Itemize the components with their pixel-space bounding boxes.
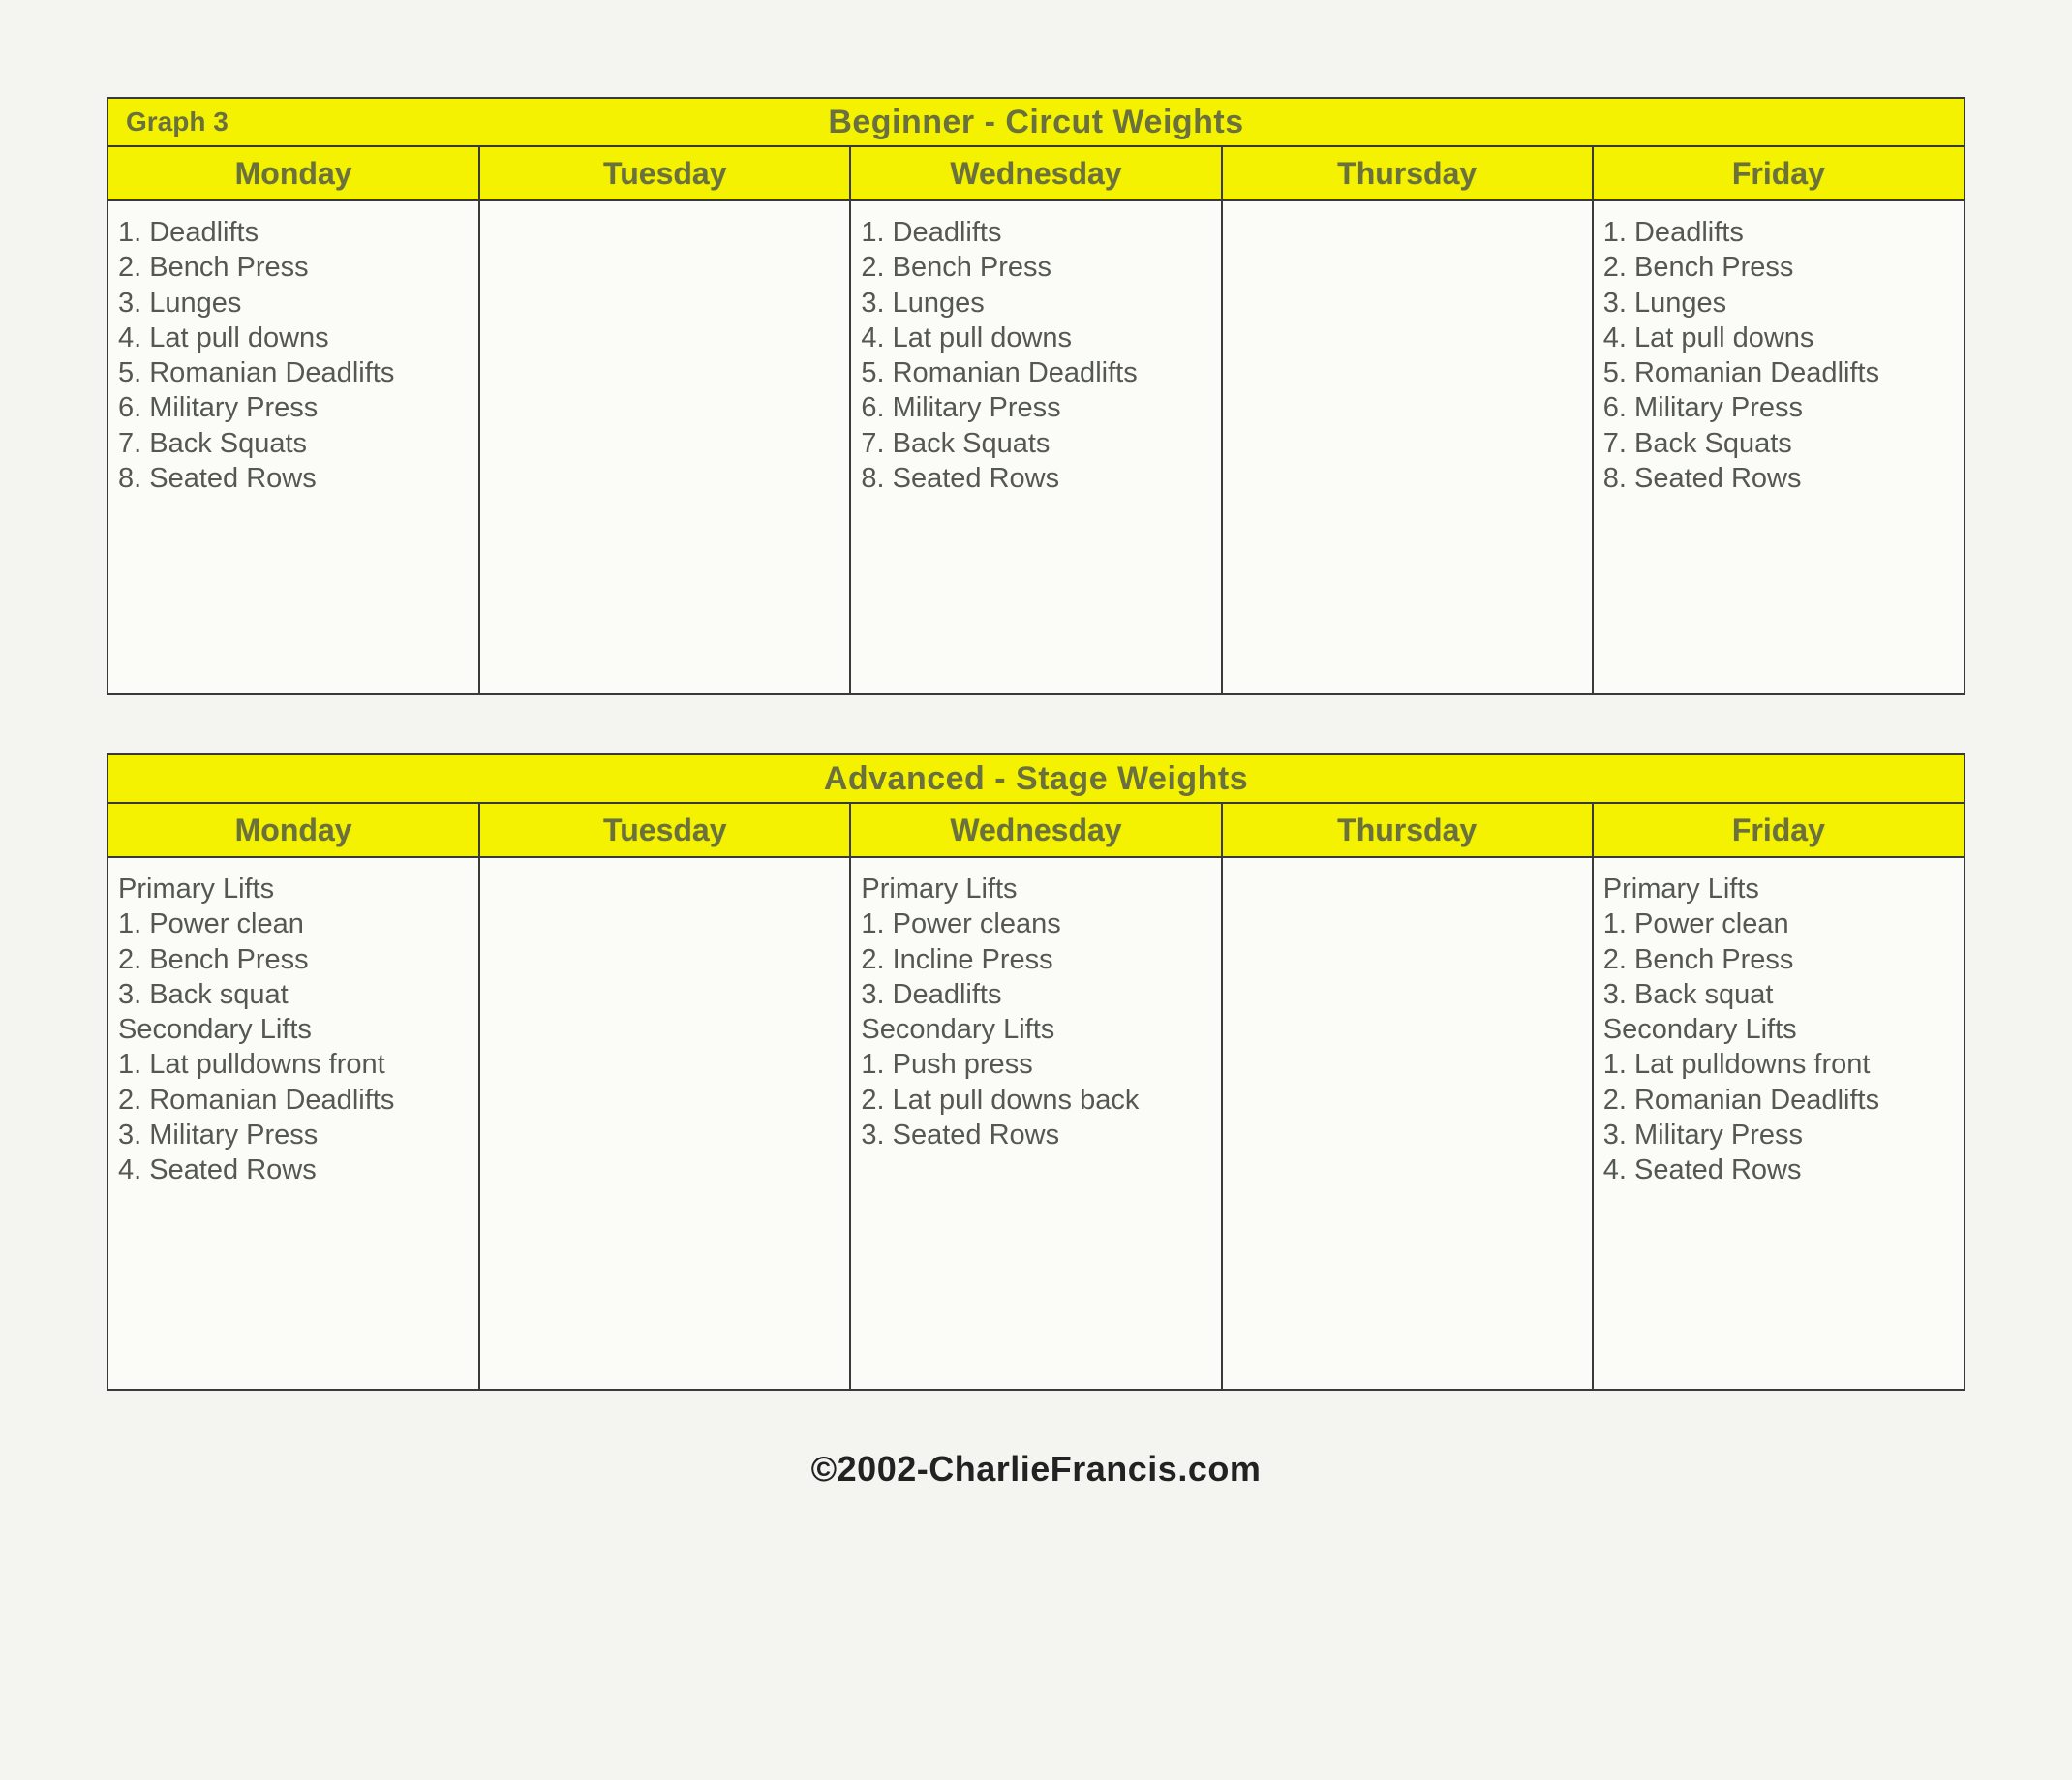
day-header-row: Monday Tuesday Wednesday Thursday Friday <box>108 803 1964 857</box>
exercise: 4. Lat pull downs <box>1603 321 1954 355</box>
exercise: 1. Push press <box>861 1047 1210 1082</box>
graph-label: Graph 3 <box>108 107 229 138</box>
exercise: 6. Military Press <box>1603 390 1954 425</box>
exercise: 1. Power clean <box>118 906 469 941</box>
cell-monday: 1. Deadlifts 2. Bench Press 3. Lunges 4.… <box>108 200 479 693</box>
col-tuesday: Tuesday <box>479 803 850 857</box>
exercise: 8. Seated Rows <box>861 461 1210 496</box>
exercise: 6. Military Press <box>861 390 1210 425</box>
section-heading: Secondary Lifts <box>118 1012 469 1047</box>
exercise: 3. Lunges <box>1603 286 1954 321</box>
cell-friday: 1. Deadlifts 2. Bench Press 3. Lunges 4.… <box>1593 200 1964 693</box>
exercise: 1. Deadlifts <box>861 215 1210 250</box>
exercise: 2. Lat pull downs back <box>861 1083 1210 1118</box>
exercise: 3. Lunges <box>118 286 469 321</box>
exercise: 3. Back squat <box>118 977 469 1012</box>
exercise: 2. Bench Press <box>118 942 469 977</box>
exercise: 1. Power clean <box>1603 906 1954 941</box>
table-row: 1. Deadlifts 2. Bench Press 3. Lunges 4.… <box>108 200 1964 693</box>
exercise: 5. Romanian Deadlifts <box>1603 355 1954 390</box>
advanced-week-table: Monday Tuesday Wednesday Thursday Friday… <box>108 802 1964 1389</box>
beginner-table: Graph 3 Beginner - Circut Weights Monday… <box>107 97 1965 695</box>
exercise: 8. Seated Rows <box>118 461 469 496</box>
col-tuesday: Tuesday <box>479 146 850 200</box>
exercise: 4. Seated Rows <box>1603 1152 1954 1187</box>
cell-tuesday <box>479 200 850 693</box>
col-friday: Friday <box>1593 146 1964 200</box>
exercise: 2. Bench Press <box>118 250 469 285</box>
advanced-title: Advanced - Stage Weights <box>108 760 1964 798</box>
exercise: 4. Seated Rows <box>118 1152 469 1187</box>
exercise: 7. Back Squats <box>1603 426 1954 461</box>
exercise: 3. Military Press <box>1603 1118 1954 1152</box>
exercise: 2. Bench Press <box>1603 942 1954 977</box>
exercise: 2. Romanian Deadlifts <box>118 1083 469 1118</box>
table-row: Primary Lifts 1. Power clean 2. Bench Pr… <box>108 857 1964 1389</box>
exercise: 4. Lat pull downs <box>118 321 469 355</box>
beginner-title-bar: Graph 3 Beginner - Circut Weights <box>108 99 1964 145</box>
page: Graph 3 Beginner - Circut Weights Monday… <box>0 0 2072 1780</box>
exercise: 1. Power cleans <box>861 906 1210 941</box>
day-header-row: Monday Tuesday Wednesday Thursday Friday <box>108 146 1964 200</box>
exercise: 1. Deadlifts <box>118 215 469 250</box>
exercise: 7. Back Squats <box>861 426 1210 461</box>
exercise: 2. Incline Press <box>861 942 1210 977</box>
section-heading: Secondary Lifts <box>1603 1012 1954 1047</box>
advanced-title-bar: Advanced - Stage Weights <box>108 755 1964 802</box>
exercise: 7. Back Squats <box>118 426 469 461</box>
section-heading: Primary Lifts <box>1603 872 1954 906</box>
exercise: 3. Military Press <box>118 1118 469 1152</box>
col-wednesday: Wednesday <box>850 803 1221 857</box>
exercise: 5. Romanian Deadlifts <box>861 355 1210 390</box>
exercise: 1. Lat pulldowns front <box>1603 1047 1954 1082</box>
col-thursday: Thursday <box>1222 803 1593 857</box>
exercise: 5. Romanian Deadlifts <box>118 355 469 390</box>
col-wednesday: Wednesday <box>850 146 1221 200</box>
cell-monday: Primary Lifts 1. Power clean 2. Bench Pr… <box>108 857 479 1389</box>
section-heading: Primary Lifts <box>861 872 1210 906</box>
beginner-week-table: Monday Tuesday Wednesday Thursday Friday… <box>108 145 1964 693</box>
exercise: 3. Seated Rows <box>861 1118 1210 1152</box>
col-thursday: Thursday <box>1222 146 1593 200</box>
section-heading: Primary Lifts <box>118 872 469 906</box>
copyright-footer: ©2002-CharlieFrancis.com <box>107 1449 1965 1489</box>
exercise: 2. Romanian Deadlifts <box>1603 1083 1954 1118</box>
exercise: 8. Seated Rows <box>1603 461 1954 496</box>
exercise: 1. Lat pulldowns front <box>118 1047 469 1082</box>
exercise: 3. Back squat <box>1603 977 1954 1012</box>
exercise: 1. Deadlifts <box>1603 215 1954 250</box>
section-heading: Secondary Lifts <box>861 1012 1210 1047</box>
exercise: 2. Bench Press <box>1603 250 1954 285</box>
cell-tuesday <box>479 857 850 1389</box>
beginner-title: Beginner - Circut Weights <box>108 104 1964 141</box>
cell-thursday <box>1222 200 1593 693</box>
exercise: 4. Lat pull downs <box>861 321 1210 355</box>
advanced-table: Advanced - Stage Weights Monday Tuesday … <box>107 753 1965 1391</box>
exercise: 6. Military Press <box>118 390 469 425</box>
cell-wednesday: 1. Deadlifts 2. Bench Press 3. Lunges 4.… <box>850 200 1221 693</box>
cell-friday: Primary Lifts 1. Power clean 2. Bench Pr… <box>1593 857 1964 1389</box>
exercise: 3. Lunges <box>861 286 1210 321</box>
exercise: 2. Bench Press <box>861 250 1210 285</box>
exercise: 3. Deadlifts <box>861 977 1210 1012</box>
cell-wednesday: Primary Lifts 1. Power cleans 2. Incline… <box>850 857 1221 1389</box>
col-monday: Monday <box>108 803 479 857</box>
col-friday: Friday <box>1593 803 1964 857</box>
cell-thursday <box>1222 857 1593 1389</box>
col-monday: Monday <box>108 146 479 200</box>
